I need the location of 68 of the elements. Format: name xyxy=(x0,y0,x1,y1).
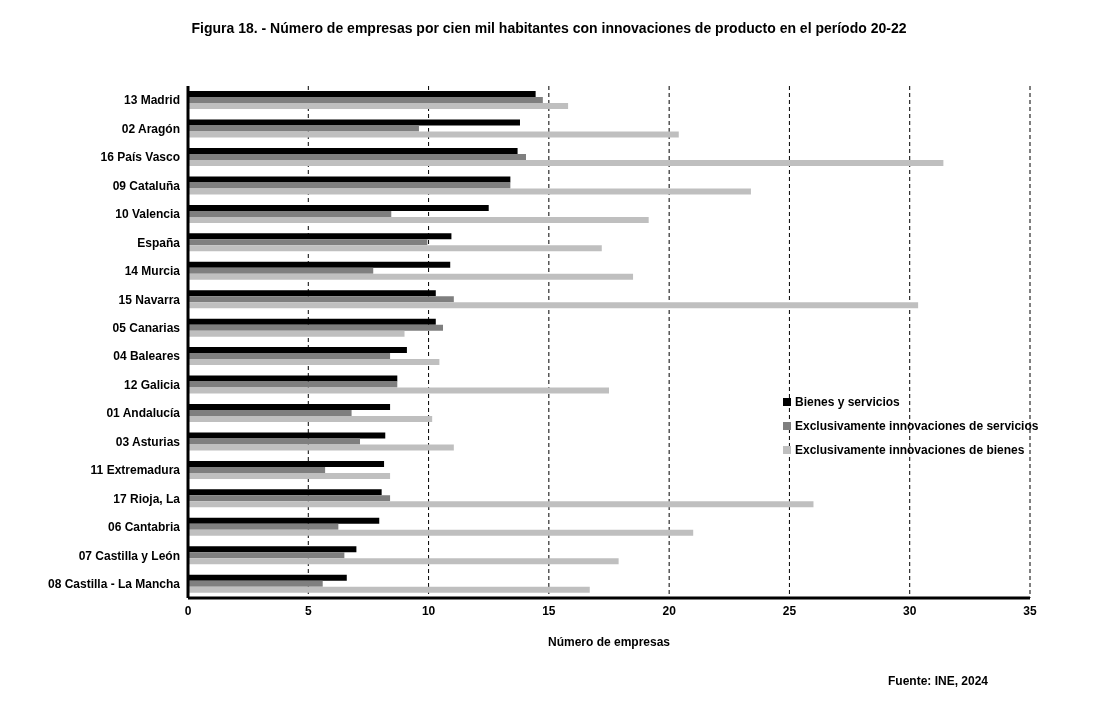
bar xyxy=(188,501,814,508)
y-tick-label: 10 Valencia xyxy=(115,207,181,222)
y-tick-label: 02 Aragón xyxy=(121,121,180,136)
y-tick-label: 14 Murcia xyxy=(124,264,181,279)
y-tick-label: 17 Rioja, La xyxy=(113,491,181,506)
y-tick-label: España xyxy=(137,235,181,250)
x-tick-label: 25 xyxy=(782,603,797,618)
y-tick-label: 09 Cataluña xyxy=(112,178,181,193)
bar xyxy=(188,466,326,473)
y-tick-label: 08 Castilla - La Mancha xyxy=(47,577,181,592)
bar xyxy=(188,239,428,246)
x-tick-label: 35 xyxy=(1023,603,1037,618)
bar xyxy=(188,558,619,565)
bar xyxy=(188,523,339,530)
bar xyxy=(188,324,444,331)
bar xyxy=(188,245,602,252)
y-tick-label: 16 País Vasco xyxy=(100,150,180,165)
y-tick-label: 04 Baleares xyxy=(113,349,181,364)
x-tick-label: 15 xyxy=(542,603,556,618)
y-tick-label: 12 Galicia xyxy=(123,377,181,392)
bar xyxy=(188,552,345,559)
chart-title: Figura 18. - Número de empresas por cien mil habitantes con innovaciones de producto en el período 20-22 xyxy=(190,20,908,36)
y-tick-label: 11 Extremadura xyxy=(90,463,181,478)
bar xyxy=(188,472,391,479)
bar xyxy=(188,438,361,445)
bar xyxy=(188,586,590,593)
y-tick-label: 13 Madrid xyxy=(123,93,180,108)
bar xyxy=(188,410,352,417)
bar xyxy=(188,416,433,423)
source-note: Fuente: INE, 2024 xyxy=(888,674,989,688)
bar xyxy=(188,302,919,309)
bar xyxy=(188,381,398,388)
x-tick-label: 20 xyxy=(662,603,677,618)
x-tick-label: 5 xyxy=(304,603,312,618)
bar xyxy=(188,267,374,274)
bar xyxy=(188,296,454,303)
bar xyxy=(188,359,440,366)
bar xyxy=(188,444,454,451)
bar xyxy=(188,103,569,110)
y-tick-label: 15 Navarra xyxy=(118,292,181,307)
bar xyxy=(188,182,511,189)
bar xyxy=(188,387,609,394)
y-tick-label: 03 Asturias xyxy=(115,434,181,449)
legend-label: Exclusivamente innovaciones de servicios xyxy=(795,419,1039,433)
bar xyxy=(188,353,391,360)
bar xyxy=(188,216,649,223)
y-tick-label: 05 Canarias xyxy=(112,321,181,336)
bar xyxy=(188,154,526,161)
bar xyxy=(188,495,391,502)
bar xyxy=(188,160,944,167)
y-tick-label: 06 Cantabria xyxy=(107,520,181,535)
bar xyxy=(188,188,751,195)
bar xyxy=(188,273,634,280)
bar xyxy=(188,125,419,132)
x-tick-label: 10 xyxy=(421,603,436,618)
bar xyxy=(188,529,694,536)
y-tick-label: 01 Andalucía xyxy=(106,406,181,421)
legend-label: Exclusivamente innovaciones de bienes xyxy=(795,443,1025,457)
bar xyxy=(188,330,405,337)
bar xyxy=(188,131,679,138)
x-tick-label: 30 xyxy=(903,603,917,618)
bar xyxy=(188,210,392,217)
bar xyxy=(188,580,323,587)
legend-label: Bienes y servicios xyxy=(795,395,900,409)
y-tick-label: 07 Castilla y León xyxy=(78,548,180,563)
x-tick-label: 0 xyxy=(184,603,192,618)
bar xyxy=(188,97,543,104)
x-axis-title: Número de empresas xyxy=(547,635,671,649)
